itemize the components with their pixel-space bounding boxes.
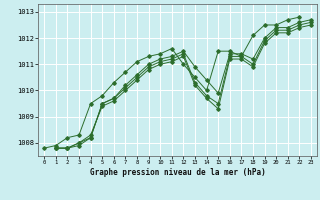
X-axis label: Graphe pression niveau de la mer (hPa): Graphe pression niveau de la mer (hPa) (90, 168, 266, 177)
